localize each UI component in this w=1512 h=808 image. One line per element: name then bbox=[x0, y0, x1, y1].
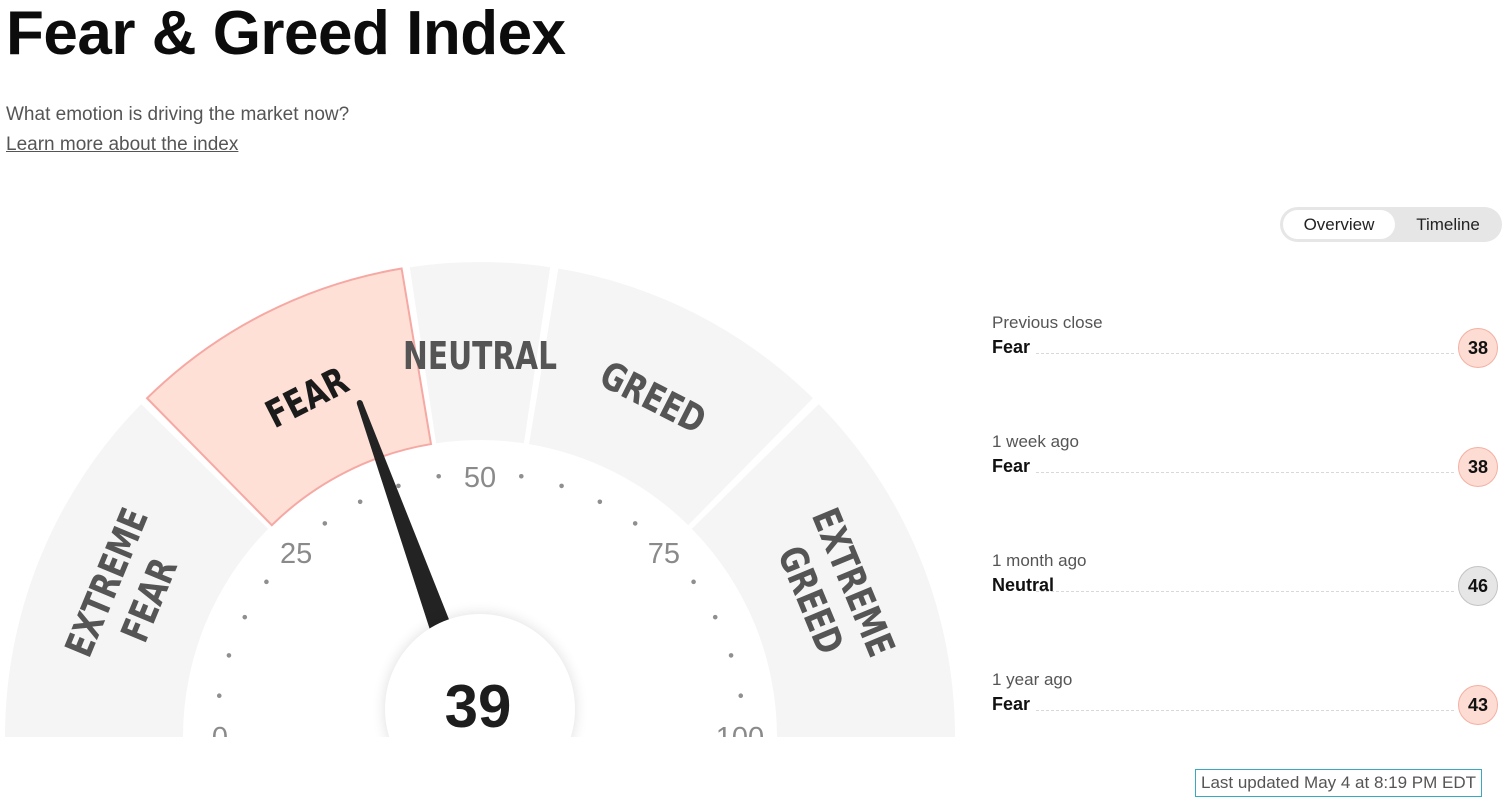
scale-dot bbox=[559, 483, 564, 489]
scale-dot bbox=[712, 614, 718, 620]
history-rating: Fear bbox=[992, 456, 1031, 476]
history-value-badge: 38 bbox=[1458, 447, 1498, 487]
scale-dot bbox=[357, 499, 363, 505]
zone-extreme-fear bbox=[5, 404, 269, 737]
zone-extreme-greed bbox=[691, 404, 955, 737]
scale-dot bbox=[242, 614, 248, 620]
gauge-value: 39 bbox=[445, 673, 512, 740]
scale-dot bbox=[396, 483, 401, 489]
last-updated: Last updated May 4 at 8:19 PM EDT bbox=[1195, 769, 1482, 797]
scale-dot bbox=[597, 499, 603, 505]
scale-dot bbox=[632, 521, 638, 526]
scale-dot bbox=[436, 473, 442, 479]
scale-dot bbox=[691, 579, 696, 585]
scale-dot bbox=[216, 693, 222, 699]
zone-fear bbox=[145, 267, 433, 527]
page-subtitle: What emotion is driving the market now? bbox=[6, 104, 350, 125]
scale-dot bbox=[226, 653, 232, 658]
history-row: Previous close Fear 38 bbox=[992, 313, 1502, 373]
tick-label: 50 bbox=[464, 462, 496, 494]
history-value-badge: 43 bbox=[1458, 685, 1498, 725]
scale-dot bbox=[738, 693, 744, 699]
tick-label: 75 bbox=[648, 538, 680, 570]
history-value-badge: 38 bbox=[1458, 328, 1498, 368]
page-title: Fear & Greed Index bbox=[6, 0, 566, 68]
scale-dot bbox=[264, 579, 269, 585]
zone-neutral bbox=[409, 262, 551, 444]
learn-more-link[interactable]: Learn more about the index bbox=[6, 134, 239, 155]
view-toggle: Overview Timeline bbox=[1280, 207, 1502, 242]
history-row: 1 year ago Fear 43 bbox=[992, 670, 1502, 730]
history-period: 1 month ago bbox=[992, 551, 1087, 570]
zone-label-line: NEUTRAL bbox=[403, 334, 557, 379]
history-row: 1 month ago Neutral 46 bbox=[992, 551, 1502, 611]
history-rating: Fear bbox=[992, 694, 1031, 714]
history-rating: Neutral bbox=[992, 575, 1055, 595]
gauge-hub bbox=[385, 614, 575, 737]
overview-tab[interactable]: Overview bbox=[1283, 210, 1395, 239]
history-divider bbox=[1036, 353, 1454, 354]
zone-label-neutral: NEUTRAL bbox=[403, 334, 557, 379]
history-period: 1 year ago bbox=[992, 670, 1073, 689]
gauge-needle bbox=[356, 401, 465, 666]
history-period: Previous close bbox=[992, 313, 1103, 332]
scale-dot bbox=[728, 653, 734, 658]
tick-label: 0 bbox=[212, 722, 228, 754]
tick-label: 100 bbox=[716, 722, 764, 754]
scale-dot bbox=[518, 473, 524, 479]
history-period: 1 week ago bbox=[992, 432, 1079, 451]
history-rating: Fear bbox=[992, 337, 1031, 357]
history-divider bbox=[1036, 472, 1454, 473]
history-value-badge: 46 bbox=[1458, 566, 1498, 606]
timeline-tab[interactable]: Timeline bbox=[1416, 215, 1480, 234]
needle-tip bbox=[356, 399, 363, 406]
tick-label: 25 bbox=[280, 538, 312, 570]
history-row: 1 week ago Fear 38 bbox=[992, 432, 1502, 492]
scale-dot bbox=[322, 521, 328, 526]
history-divider bbox=[1036, 710, 1454, 711]
zone-greed bbox=[529, 268, 813, 526]
history-divider bbox=[1036, 591, 1454, 592]
